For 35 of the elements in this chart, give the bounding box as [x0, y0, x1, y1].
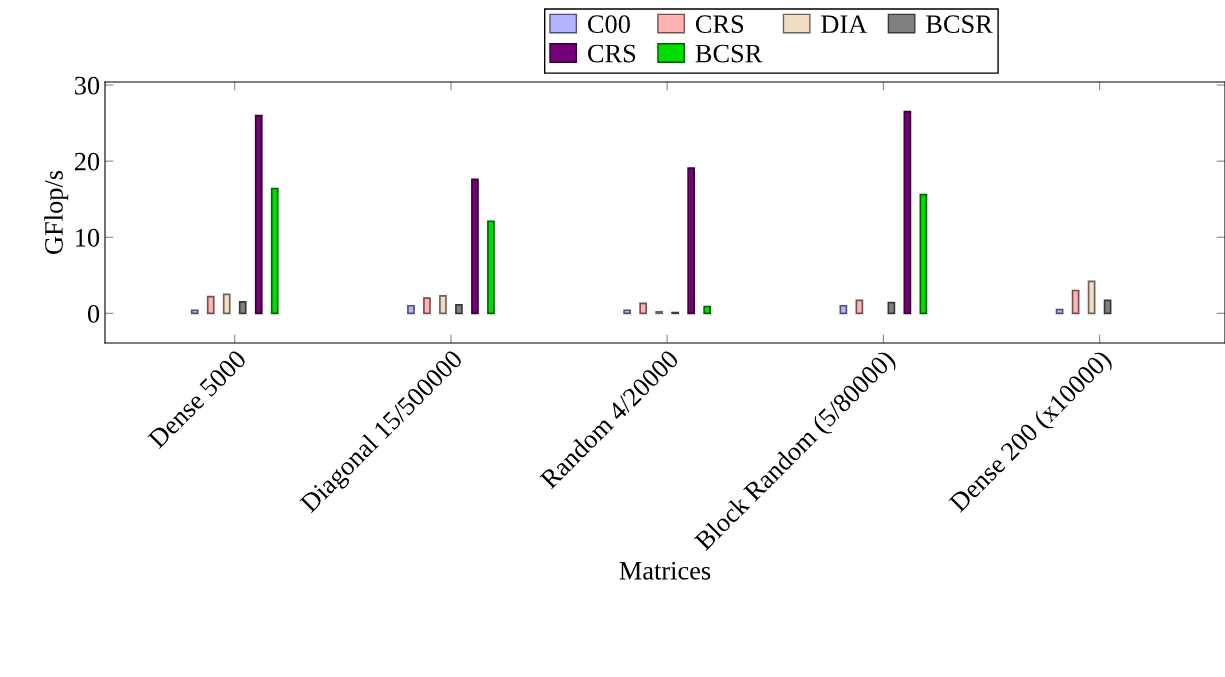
y-tick-label: 30 — [75, 76, 100, 95]
legend-label: CRS — [695, 15, 744, 34]
bar — [1055, 308, 1064, 315]
bar — [1087, 280, 1096, 315]
y-tick-label: 20 — [74, 152, 100, 171]
bar — [1071, 289, 1080, 315]
bar — [919, 193, 928, 315]
bar — [270, 187, 279, 315]
legend-label: BCSR — [695, 44, 763, 63]
bar — [703, 305, 712, 315]
bar — [238, 301, 247, 315]
bar — [254, 114, 263, 315]
bar — [423, 297, 431, 315]
bar — [407, 304, 415, 315]
bar — [903, 110, 912, 315]
bar — [455, 304, 463, 315]
legend-label: CRS — [588, 44, 636, 63]
y-tick-label: 10 — [76, 228, 100, 247]
bar — [887, 301, 896, 315]
legend-label: C00 — [588, 15, 630, 34]
bar — [687, 167, 696, 315]
bar — [487, 220, 495, 315]
bar — [839, 304, 848, 315]
bar — [190, 309, 199, 315]
legend-label: BCSR — [926, 15, 993, 34]
bar — [222, 293, 231, 315]
y-tick-label: 0 — [87, 304, 100, 323]
y-axis-title: GFlop/s — [44, 170, 69, 254]
bar — [439, 294, 447, 315]
bar — [471, 178, 479, 315]
bar — [623, 309, 632, 315]
bar — [639, 302, 648, 315]
bar — [206, 295, 215, 315]
x-axis-title: Matrices — [619, 561, 711, 580]
legend-label: DIA — [821, 15, 868, 33]
